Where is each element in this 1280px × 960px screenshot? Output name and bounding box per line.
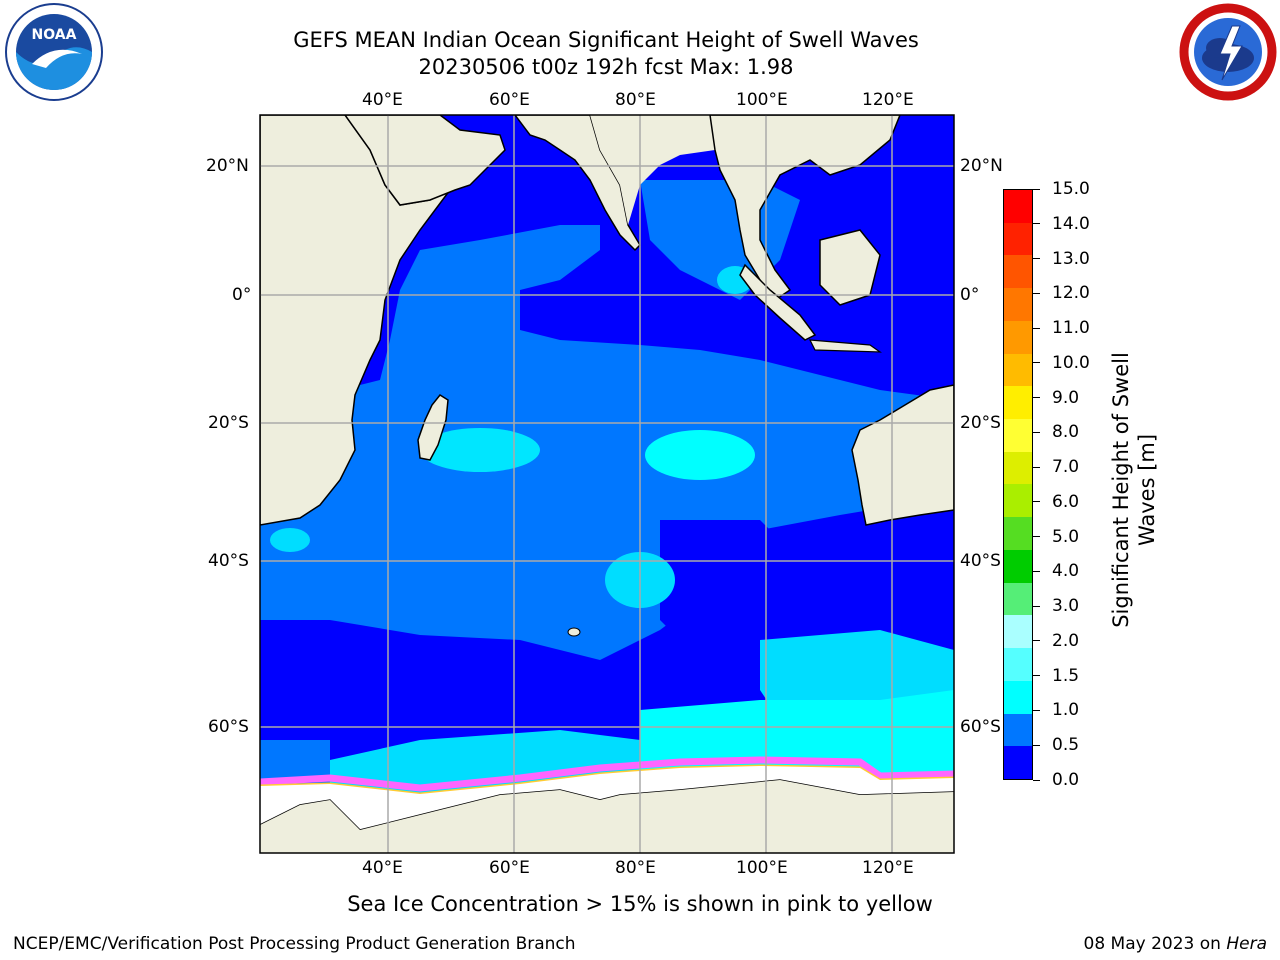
colorbar-tick-mark — [1033, 501, 1040, 503]
lon-tick-top-1: 40°E — [362, 90, 403, 110]
lat-tick-left-2: 0° — [232, 285, 252, 305]
colorbar-segment — [1004, 517, 1032, 550]
lat-tick-left-1: 20°N — [206, 156, 249, 176]
swell-patch-1 — [420, 428, 540, 472]
colorbar — [1003, 189, 1033, 780]
colorbar-segment — [1004, 222, 1032, 256]
lat-tick-right-1: 20°N — [960, 156, 1003, 176]
colorbar-tick-mark — [1033, 640, 1040, 642]
colorbar-tick-label: 5.0 — [1052, 526, 1080, 547]
swell-patch-2 — [645, 430, 755, 480]
colorbar-tick-label: 13.0 — [1052, 248, 1090, 269]
colorbar-segment — [1004, 190, 1032, 223]
noaa-logo-icon: NOAA — [5, 3, 103, 101]
colorbar-segment — [1004, 648, 1032, 681]
colorbar-segment — [1004, 353, 1032, 387]
colorbar-tick-mark — [1033, 397, 1040, 399]
national-weather-service-logo-icon — [1179, 3, 1277, 101]
colorbar-tick-mark — [1033, 675, 1040, 677]
colorbar-tick-label: 12.0 — [1052, 283, 1090, 304]
colorbar-segment — [1004, 484, 1032, 518]
colorbar-segment — [1004, 386, 1032, 420]
colorbar-segment — [1004, 680, 1032, 714]
colorbar-tick-label: 0.0 — [1052, 770, 1080, 790]
colorbar-segment — [1004, 255, 1032, 289]
colorbar-label-line2: Waves [m] — [1135, 433, 1159, 547]
colorbar-label-wrap: Significant Height of Swell Waves [m] — [1102, 290, 1166, 690]
colorbar-tick-mark — [1033, 362, 1040, 364]
colorbar-tick-mark — [1033, 536, 1040, 538]
lon-tick-bottom-2: 60°E — [489, 858, 530, 878]
madagascar-landmass — [417, 394, 449, 461]
lat-tick-left-4: 40°S — [208, 551, 249, 571]
colorbar-tick-mark — [1033, 431, 1040, 433]
map-gridlines — [260, 115, 954, 853]
colorbar-segment — [1004, 451, 1032, 485]
lon-tick-top-2: 60°E — [489, 90, 530, 110]
southeast-asia-landmass — [709, 115, 901, 302]
colorbar-tick-mark — [1033, 779, 1040, 781]
colorbar-tick-label: 14.0 — [1052, 213, 1090, 234]
colorbar-segment — [1004, 549, 1032, 583]
colorbar-label: Significant Height of Swell Waves [m] — [1108, 352, 1160, 628]
colorbar-segment — [1004, 615, 1032, 649]
colorbar-tick-label: 8.0 — [1052, 422, 1080, 443]
colorbar-tick-label: 15.0 — [1052, 179, 1090, 199]
lat-tick-right-2: 0° — [960, 285, 980, 305]
colorbar-segment — [1004, 746, 1032, 779]
map-title-line1: GEFS MEAN Indian Ocean Significant Heigh… — [293, 28, 919, 52]
lat-tick-right-3: 20°S — [960, 413, 1001, 433]
colorbar-tick-label: 0.5 — [1052, 735, 1080, 756]
map-frame — [259, 114, 955, 854]
lon-tick-top-3: 80°E — [615, 90, 656, 110]
colorbar-segment — [1004, 288, 1032, 321]
colorbar-segment — [1004, 419, 1032, 452]
colorbar-tick-label: 7.0 — [1052, 457, 1080, 478]
australia-landmass — [851, 384, 954, 526]
colorbar-tick-mark — [1033, 258, 1040, 260]
lon-tick-top-4: 100°E — [736, 90, 788, 110]
colorbar-tick-mark — [1033, 466, 1040, 468]
colorbar-tick-label: 1.5 — [1052, 665, 1080, 686]
colorbar-tick-mark — [1033, 570, 1040, 572]
footer-date-text: 08 May 2023 on — [1083, 934, 1227, 954]
colorbar-tick-label: 9.0 — [1052, 387, 1080, 408]
colorbar-tick-mark — [1033, 327, 1040, 329]
lat-tick-right-5: 60°S — [960, 717, 1001, 737]
noaa-logo-text: NOAA — [32, 27, 77, 43]
arabia-landmass — [344, 115, 506, 206]
sumatra-landmass — [739, 263, 817, 341]
lon-tick-bottom-3: 80°E — [615, 858, 656, 878]
colorbar-tick-label: 11.0 — [1052, 318, 1090, 339]
lon-tick-top-5: 120°E — [862, 90, 914, 110]
colorbar-tick-mark — [1033, 188, 1040, 190]
colorbar-segment — [1004, 582, 1032, 616]
colorbar-segment — [1004, 320, 1032, 354]
colorbar-tick-mark — [1033, 605, 1040, 607]
sea-ice-caption: Sea Ice Concentration > 15% is shown in … — [347, 892, 933, 916]
lon-tick-bottom-5: 120°E — [862, 858, 914, 878]
lon-tick-bottom-4: 100°E — [736, 858, 788, 878]
footer-machine: Hera — [1226, 934, 1267, 954]
footer-date: 08 May 2023 on Hera — [1084, 934, 1268, 954]
colorbar-tick-mark — [1033, 744, 1040, 746]
colorbar-tick-label: 2.0 — [1052, 630, 1080, 651]
colorbar-segment — [1004, 713, 1032, 747]
lat-tick-right-4: 40°S — [960, 551, 1001, 571]
footer-branch: NCEP/EMC/Verification Post Processing Pr… — [13, 934, 576, 954]
map-title-line2: 20230506 t00z 192h fcst Max: 1.98 — [418, 55, 794, 79]
colorbar-tick-label: 6.0 — [1052, 491, 1080, 512]
colorbar-tick-mark — [1033, 709, 1040, 711]
lat-tick-left-5: 60°S — [208, 717, 249, 737]
colorbar-tick-label: 4.0 — [1052, 561, 1080, 582]
colorbar-tick-label: 10.0 — [1052, 352, 1090, 373]
colorbar-label-line1: Significant Height of Swell — [1109, 352, 1133, 628]
colorbar-tick-mark — [1033, 292, 1040, 294]
colorbar-tick-mark — [1033, 223, 1040, 225]
colorbar-tick-label: 3.0 — [1052, 596, 1080, 617]
lon-tick-bottom-1: 40°E — [362, 858, 403, 878]
colorbar-tick-label: 1.0 — [1052, 700, 1080, 721]
lat-tick-left-3: 20°S — [208, 413, 249, 433]
